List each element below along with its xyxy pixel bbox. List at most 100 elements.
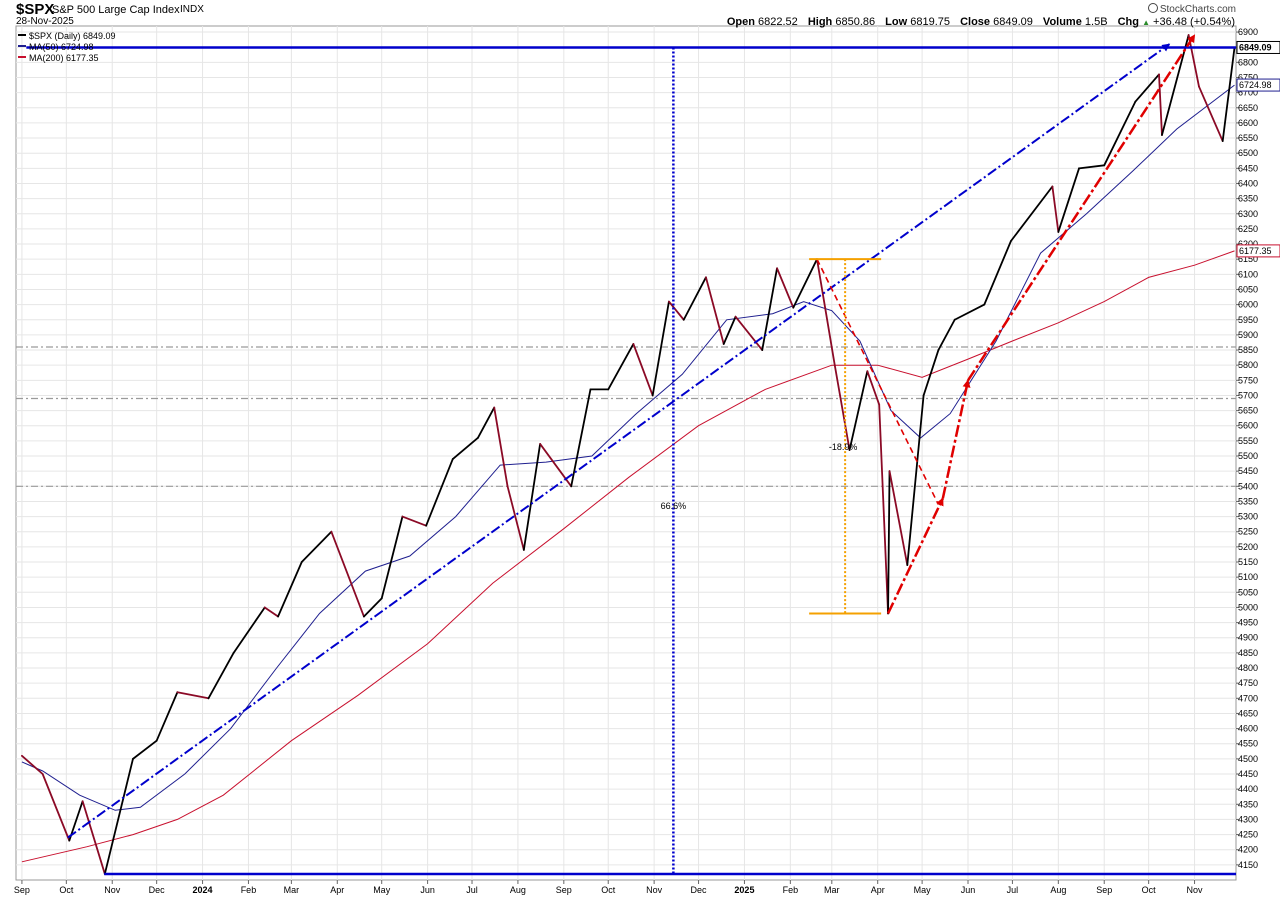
price-segment	[833, 364, 851, 451]
chg-value: +36.48 (+0.54%)	[1153, 16, 1235, 28]
y-tick-label: 4200	[1238, 845, 1258, 855]
high-label: High	[807, 16, 833, 28]
volume-label: Volume	[1042, 16, 1082, 28]
y-tick-label: 5250	[1238, 527, 1258, 537]
price-segment	[493, 406, 509, 488]
y-tick-label: 4300	[1238, 814, 1258, 824]
x-tick-label: Feb	[783, 885, 799, 895]
low-label: Low	[885, 16, 908, 28]
price-segment	[888, 470, 909, 566]
price-segment	[1078, 164, 1106, 170]
y-tick-label: 4850	[1238, 648, 1258, 658]
axis-value-box	[1236, 40, 1280, 54]
y-tick-label: 6350	[1238, 194, 1258, 204]
axis-value-label: 6177.35	[1239, 246, 1272, 256]
price-segment	[792, 258, 818, 309]
up-triangle-icon: ▲	[1142, 18, 1150, 27]
x-tick-label: Jun	[420, 885, 435, 895]
y-tick-label: 5950	[1238, 315, 1258, 325]
price-segment	[906, 394, 925, 566]
price-segment	[425, 458, 454, 527]
y-tick-label: 6250	[1238, 224, 1258, 234]
drawdown-label: -18.9%	[829, 442, 858, 452]
x-tick-label: Oct	[59, 885, 74, 895]
y-tick-label: 6550	[1238, 133, 1258, 143]
y-tick-label: 6500	[1238, 148, 1258, 158]
y-tick-label: 4150	[1238, 860, 1258, 870]
legend-item-price: $SPX (Daily) 6849.09	[18, 31, 116, 42]
open-value: 6822.52	[758, 16, 798, 28]
price-segment	[21, 754, 44, 775]
brand-text: StockCharts.com	[1159, 4, 1236, 15]
price-segment	[866, 370, 881, 406]
y-tick-label: 4500	[1238, 754, 1258, 764]
x-tick-label: May	[373, 885, 391, 895]
price-segment	[848, 370, 869, 451]
price-segment	[1051, 185, 1060, 233]
legend-label: MA(200) 6177.35	[29, 53, 99, 63]
y-tick-label: 4900	[1238, 633, 1258, 643]
x-tick-label: Oct	[601, 885, 616, 895]
price-segment	[1221, 46, 1236, 142]
price-segment	[734, 315, 764, 351]
x-tick-label: Jul	[466, 885, 478, 895]
x-tick-label: Apr	[330, 885, 344, 895]
y-tick-label: 4550	[1238, 739, 1258, 749]
brand-logo[interactable]: StockCharts.com	[1147, 3, 1236, 15]
y-tick-label: 6700	[1238, 88, 1258, 98]
symbol-description: S&P 500 Large Cap Index	[52, 4, 180, 16]
y-tick-label: 6050	[1238, 284, 1258, 294]
y-tick-label: 6750	[1238, 72, 1258, 82]
legend-item-ma200: MA(200) 6177.35	[18, 53, 116, 64]
price-segment	[1057, 167, 1080, 233]
y-tick-label: 4350	[1238, 799, 1258, 809]
price-segment	[132, 739, 158, 760]
high-value: 6850.86	[835, 16, 876, 28]
price-segment	[1198, 85, 1224, 142]
x-tick-label: Aug	[1050, 885, 1066, 895]
price-segment	[401, 515, 428, 527]
price-segment	[477, 406, 496, 439]
price-segment	[632, 343, 654, 397]
ma50-line	[21, 84, 1235, 811]
price-segment	[103, 757, 134, 875]
y-tick-label: 5500	[1238, 451, 1258, 461]
y-tick-label: 4600	[1238, 724, 1258, 734]
price-segment	[176, 691, 210, 700]
x-tick-label: Nov	[104, 885, 121, 895]
y-tick-label: 5300	[1238, 512, 1258, 522]
y-tick-label: 5850	[1238, 345, 1258, 355]
x-tick-label: Apr	[871, 885, 885, 895]
x-tick-label: Sep	[556, 885, 572, 895]
y-tick-label: 4250	[1238, 830, 1258, 840]
legend-item-ma50: MA(50) 6724.98	[18, 42, 116, 53]
price-segment	[300, 530, 333, 563]
plot-area	[15, 25, 1237, 881]
trendline-red-dashed	[816, 258, 940, 505]
price-segment	[776, 267, 795, 309]
legend-swatch	[18, 56, 26, 58]
copyright-icon	[1147, 3, 1158, 13]
y-tick-label: 6000	[1238, 300, 1258, 310]
price-segment	[887, 470, 891, 615]
y-tick-label: 6300	[1238, 209, 1258, 219]
price-segment	[277, 561, 303, 618]
price-segment	[922, 349, 940, 397]
red-arrow	[886, 497, 944, 615]
price-segment	[155, 691, 179, 742]
red-arrow	[966, 34, 1196, 382]
chart-legend: $SPX (Daily) 6849.09 MA(50) 6724.98 MA(2…	[18, 31, 116, 64]
price-segment	[263, 606, 279, 618]
price-segment	[232, 606, 266, 654]
x-tick-label: 2025	[734, 885, 754, 895]
axis-value-box	[1236, 244, 1280, 258]
axis-value-label: 6724.98	[1239, 80, 1272, 90]
price-segment	[522, 443, 542, 551]
low-value: 6819.75	[910, 16, 950, 28]
x-tick-label: Oct	[1142, 885, 1157, 895]
legend-label: $SPX (Daily) 6849.09	[29, 31, 116, 41]
y-tick-label: 5050	[1238, 587, 1258, 597]
y-tick-label: 6800	[1238, 57, 1258, 67]
x-tick-label: Dec	[149, 885, 166, 895]
